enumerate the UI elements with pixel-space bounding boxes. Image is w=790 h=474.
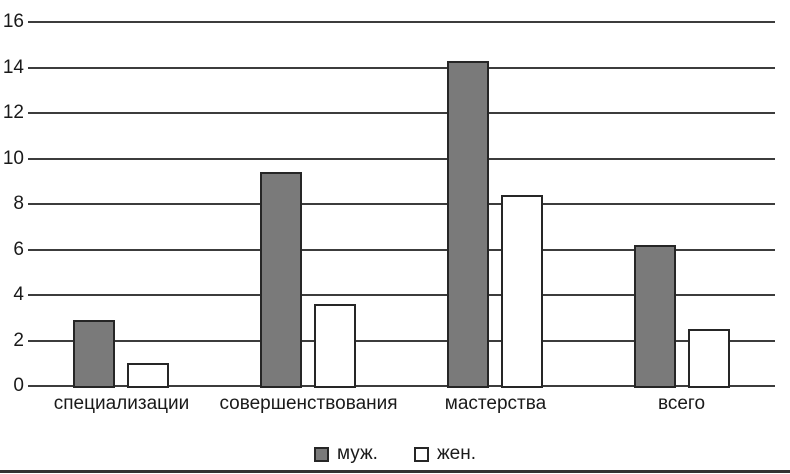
bar-female-1 (314, 304, 356, 388)
y-tick-label: 14 (2, 56, 24, 78)
x-category-label: совершенствования (219, 393, 398, 414)
bar-female-0 (127, 363, 169, 388)
x-category-label: всего (657, 393, 706, 414)
bar-male-2 (447, 61, 489, 388)
y-tick-label: 4 (13, 284, 24, 305)
legend-item-male: муж. (313, 443, 378, 465)
gridline (28, 21, 775, 23)
x-category-label: специализации (53, 393, 190, 414)
y-tick-label: 16 (2, 11, 24, 32)
gridline (28, 294, 775, 296)
bar-female-3 (688, 329, 730, 388)
bar-male-1 (260, 172, 302, 388)
bar-female-2 (501, 195, 543, 388)
gridline (28, 157, 775, 160)
gridline (28, 66, 775, 69)
legend-swatch-male (313, 446, 329, 462)
bar-male-3 (634, 245, 676, 388)
y-tick-label: 2 (13, 329, 24, 351)
bottom-rule (0, 470, 790, 473)
gridline (28, 385, 775, 387)
gridline (28, 248, 775, 251)
legend: муж. жен. (0, 440, 790, 468)
legend-swatch-female (413, 446, 429, 462)
y-tick-label: 6 (13, 238, 24, 260)
gridline (28, 339, 775, 342)
x-category-label: мастерства (444, 393, 547, 414)
gridline (28, 112, 775, 114)
y-tick-label: 0 (13, 375, 24, 396)
legend-item-female: жен. (413, 443, 477, 465)
legend-label-male: муж. (336, 443, 378, 464)
legend-label-female: жен. (436, 443, 477, 464)
bar-male-0 (73, 320, 115, 388)
y-tick-label: 8 (13, 193, 24, 214)
y-tick-label: 10 (2, 147, 24, 169)
gridline (28, 203, 775, 205)
y-tick-label: 12 (2, 102, 24, 123)
